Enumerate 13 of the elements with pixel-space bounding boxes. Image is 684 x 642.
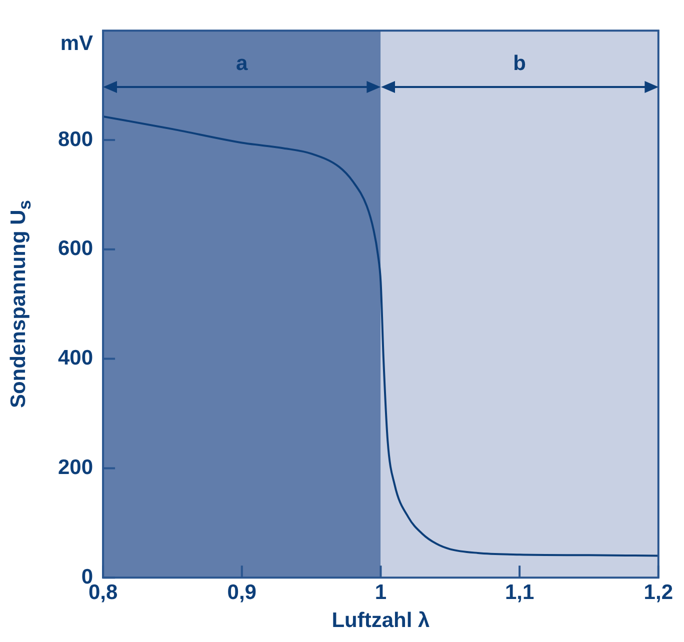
x-tick-label: 0,9 [227, 580, 256, 604]
y-tick-label: 800 [58, 128, 94, 151]
band-label: a [236, 52, 248, 75]
y-tick-label: 400 [58, 346, 94, 370]
line-series [103, 115, 658, 557]
x-tick-label: 1,1 [504, 580, 534, 604]
x-tick-label: 1,2 [644, 580, 674, 604]
band-label: b [513, 52, 526, 75]
x-tick-label: 1 [374, 580, 387, 604]
x-axis-title: Luftzahl λ [332, 609, 430, 632]
text: mV [60, 32, 94, 55]
y-tick-label: 200 [58, 456, 94, 479]
y-tick-label: 600 [58, 237, 94, 260]
